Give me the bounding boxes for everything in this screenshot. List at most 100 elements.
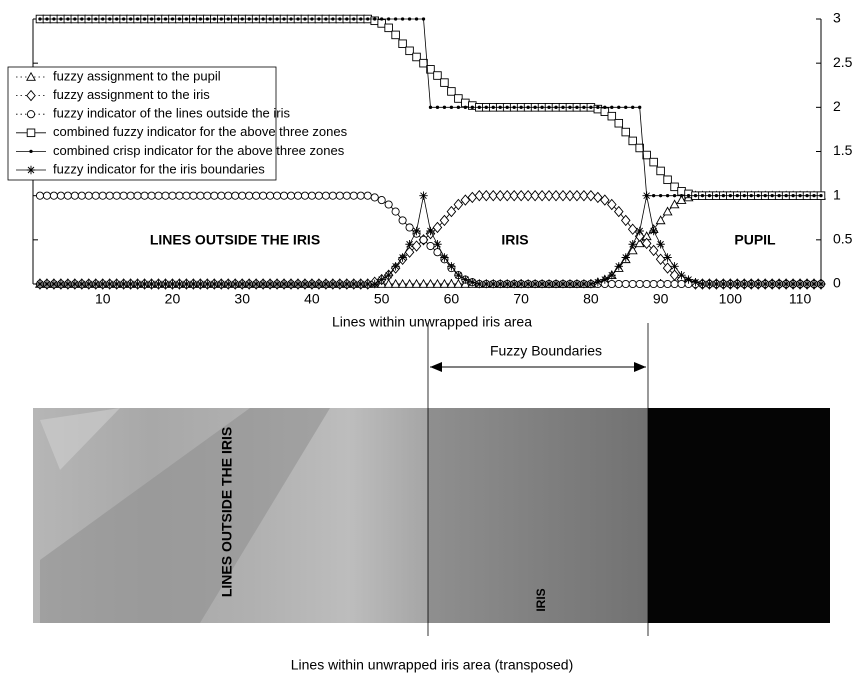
marker-circle <box>49 191 58 200</box>
marker-dot <box>247 17 251 21</box>
marker-dot <box>345 17 349 21</box>
marker-star <box>140 279 149 289</box>
marker-circle <box>252 191 261 200</box>
marker-circle <box>279 191 289 200</box>
marker-dot <box>296 17 300 21</box>
marker-star <box>147 279 156 289</box>
marker-square <box>384 23 393 33</box>
marker-star <box>816 279 826 289</box>
x-tick-label: 30 <box>234 291 250 307</box>
annotation: LINES OUTSIDE THE IRIS <box>150 232 320 248</box>
marker-square <box>461 98 470 108</box>
marker-dot <box>52 17 56 21</box>
marker-dot <box>421 17 426 21</box>
marker-circle <box>642 279 651 289</box>
marker-circle <box>426 241 435 251</box>
marker-star <box>35 279 45 289</box>
marker-star <box>489 279 498 289</box>
annotation: IRIS <box>501 232 528 248</box>
marker-circle <box>35 191 45 200</box>
marker-diamond <box>411 240 422 252</box>
marker-star <box>307 279 317 289</box>
marker-star <box>586 279 596 289</box>
marker-dot <box>400 17 405 21</box>
marker-star <box>684 275 693 284</box>
marker-triangle <box>432 278 443 288</box>
marker-dot <box>338 17 342 21</box>
marker-star <box>754 279 763 289</box>
marker-star <box>649 226 658 236</box>
marker-circle <box>663 279 672 289</box>
marker-dot <box>449 105 454 109</box>
y-tick-label: 0.5 <box>833 231 853 247</box>
marker-dot <box>658 194 663 198</box>
marker-dot <box>784 194 788 198</box>
marker-circle <box>266 191 275 200</box>
marker-diamond <box>439 214 450 227</box>
marker-star <box>210 279 219 289</box>
marker-dot <box>303 17 307 21</box>
marker-dot <box>770 194 774 198</box>
marker-star <box>747 279 756 289</box>
marker-circle <box>363 191 372 200</box>
marker-star <box>258 279 268 289</box>
marker-diamond <box>26 89 36 102</box>
marker-dot <box>310 17 314 21</box>
marker-dot <box>728 194 732 198</box>
marker-dot <box>149 17 154 21</box>
marker-diamond <box>488 189 499 202</box>
x-tick-label: 60 <box>444 291 460 307</box>
marker-circle <box>91 191 100 200</box>
marker-diamond <box>481 189 492 202</box>
y-tick-label: 2 <box>833 98 841 114</box>
x-tick-label: 10 <box>95 291 111 307</box>
marker-star <box>293 279 303 289</box>
marker-diamond <box>460 194 471 206</box>
marker-star <box>781 279 791 289</box>
marker-circle <box>377 196 386 205</box>
marker-star <box>203 279 212 289</box>
marker-star <box>84 279 93 289</box>
marker-dot <box>219 17 223 21</box>
marker-dot <box>331 17 335 21</box>
marker-star <box>126 279 135 289</box>
marker-star <box>119 279 128 289</box>
marker-diamond <box>572 189 582 202</box>
marker-star <box>761 279 770 289</box>
marker-dot <box>38 17 42 21</box>
marker-star <box>433 240 442 249</box>
marker-dot <box>198 17 203 21</box>
marker-star <box>788 279 798 289</box>
marker-dot <box>561 105 565 109</box>
marker-dot <box>128 17 133 21</box>
marker-circle <box>245 191 254 200</box>
marker-dot <box>142 17 147 21</box>
marker-dot <box>505 105 509 109</box>
marker-star <box>77 279 87 289</box>
marker-circle <box>133 191 142 200</box>
marker-dot <box>282 17 286 21</box>
marker-star <box>272 279 282 289</box>
marker-square <box>607 111 617 121</box>
marker-dot <box>122 17 126 21</box>
marker-circle <box>126 191 135 200</box>
marker-dot <box>205 17 209 21</box>
x-tick-label: 70 <box>513 291 529 307</box>
marker-diamond <box>509 189 519 202</box>
marker-dot <box>554 105 558 109</box>
marker-circle <box>286 191 296 200</box>
marker-dot <box>428 105 433 109</box>
legend-label: combined fuzzy indicator for the above t… <box>53 124 348 139</box>
marker-diamond <box>579 189 589 202</box>
marker-square <box>391 30 400 40</box>
marker-circle <box>614 279 623 289</box>
marker-star <box>91 279 100 289</box>
marker-circle <box>335 191 344 200</box>
marker-dot <box>45 17 49 21</box>
marker-dot <box>484 105 488 109</box>
marker-diamond <box>516 189 526 202</box>
marker-star <box>419 191 428 200</box>
marker-star <box>614 262 623 271</box>
marker-dot <box>177 17 182 21</box>
